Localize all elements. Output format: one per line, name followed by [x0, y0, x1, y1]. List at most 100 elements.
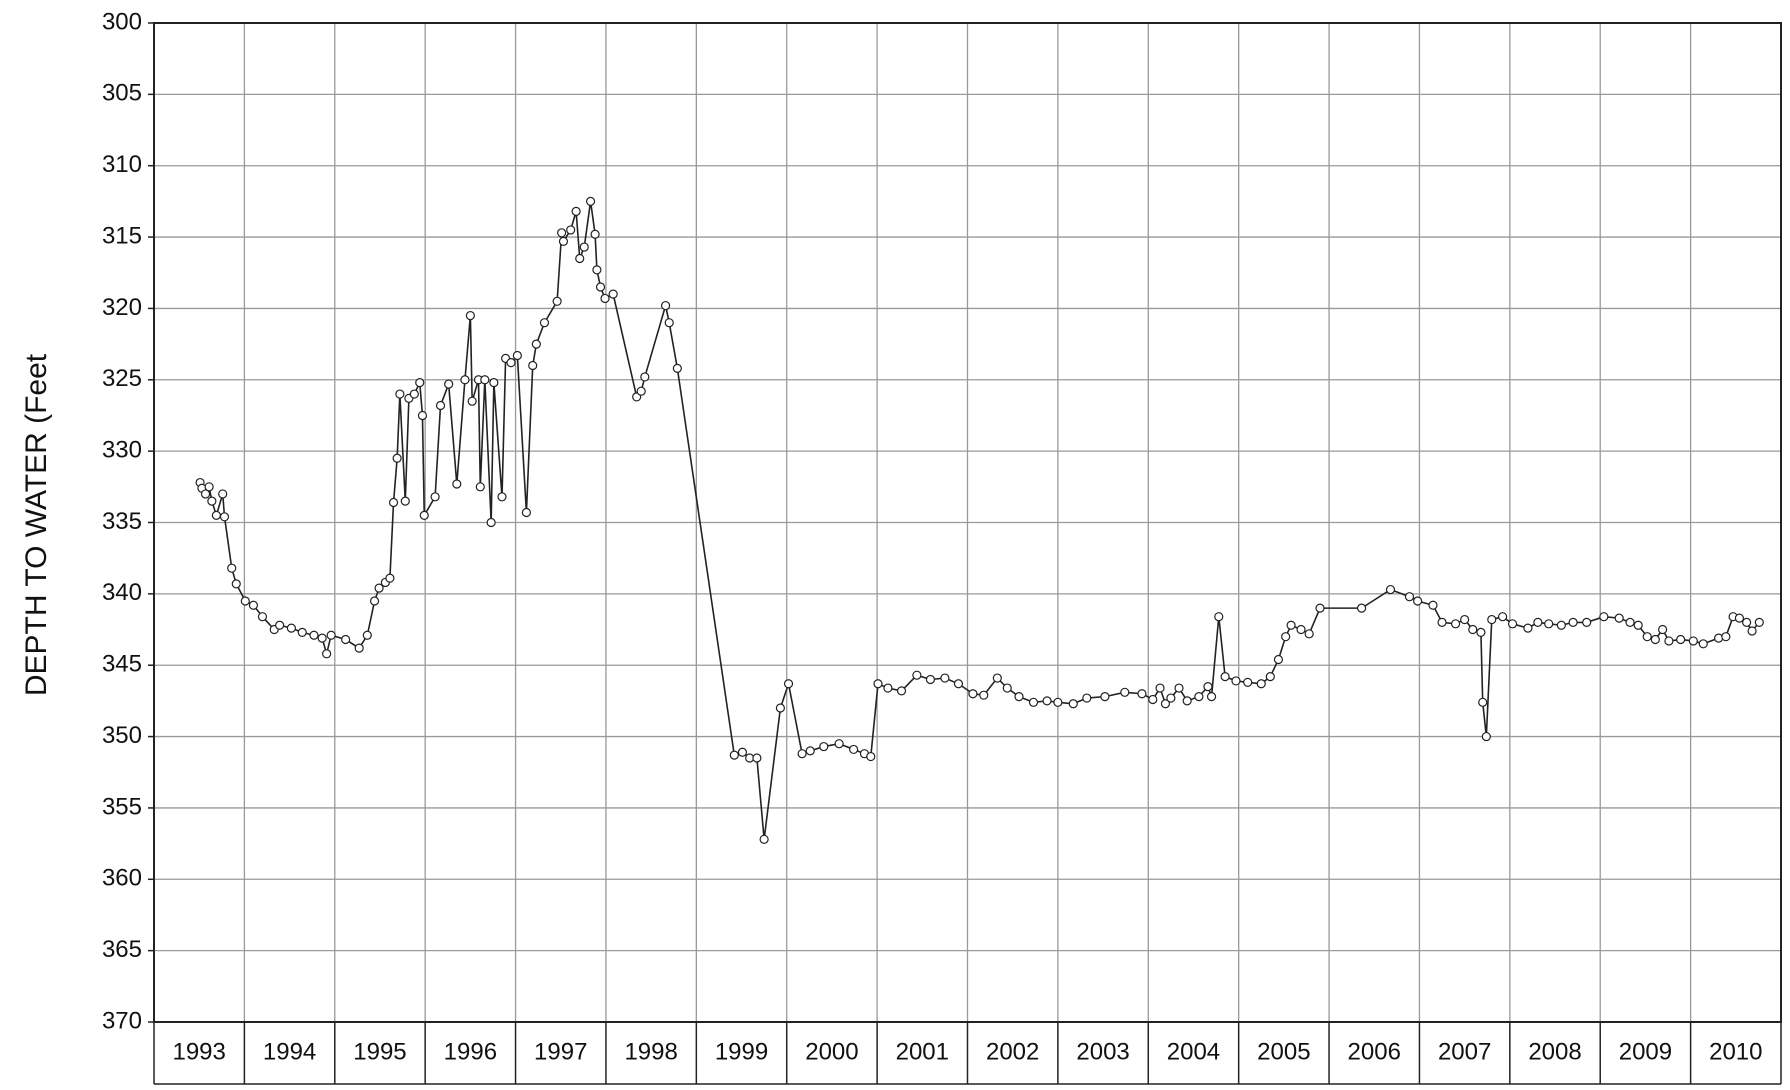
- data-point: [925, 674, 936, 685]
- x-tick-label: 2007: [1438, 1038, 1491, 1065]
- data-point: [231, 579, 241, 589]
- x-tick-label: 2000: [805, 1038, 858, 1065]
- data-point: [968, 689, 978, 699]
- data-point: [1642, 632, 1652, 642]
- data-point: [953, 679, 964, 689]
- data-point: [600, 293, 610, 304]
- data-point: [354, 643, 364, 653]
- data-point: [506, 358, 516, 368]
- data-point: [512, 350, 522, 361]
- data-point: [1676, 634, 1686, 645]
- data-point: [912, 670, 922, 680]
- data-point: [1544, 619, 1554, 629]
- data-point: [1214, 612, 1224, 622]
- data-point: [1100, 692, 1110, 702]
- data-point: [571, 206, 581, 216]
- data-point: [486, 517, 496, 528]
- y-tick-label: 325: [102, 365, 142, 392]
- data-point: [388, 497, 399, 508]
- data-point: [1523, 623, 1533, 633]
- x-tick-label: 2001: [896, 1038, 949, 1065]
- data-point: [286, 623, 296, 633]
- data-point: [475, 482, 485, 492]
- y-tick-label: 305: [102, 80, 142, 107]
- data-point: [1014, 692, 1024, 702]
- data-point: [497, 492, 507, 502]
- x-tick-label: 1998: [624, 1038, 677, 1065]
- y-tick-label: 345: [102, 651, 142, 678]
- data-point: [1068, 699, 1078, 709]
- data-point: [1220, 672, 1230, 682]
- data-point: [558, 236, 569, 246]
- data-point: [531, 339, 541, 349]
- data-point: [1734, 613, 1745, 623]
- y-tick-label: 370: [102, 1007, 142, 1034]
- data-point: [362, 630, 372, 640]
- data-point: [672, 363, 682, 373]
- data-point: [297, 627, 307, 637]
- data-point: [1478, 697, 1488, 707]
- data-point: [1356, 603, 1367, 613]
- data-point: [200, 489, 211, 499]
- x-tick-label: 2003: [1076, 1038, 1129, 1065]
- y-tick-label: 360: [102, 865, 142, 892]
- data-point: [1194, 692, 1204, 702]
- data-point: [322, 649, 332, 659]
- data-point: [783, 679, 794, 689]
- data-point: [1460, 614, 1470, 625]
- data-point: [661, 300, 671, 311]
- data-point: [1273, 654, 1284, 665]
- data-point: [467, 396, 477, 406]
- data-point: [465, 310, 475, 321]
- data-point: [592, 265, 602, 275]
- data-point: [275, 620, 285, 630]
- data-point: [218, 489, 228, 499]
- data-point: [608, 289, 618, 299]
- data-point: [1599, 612, 1609, 622]
- data-point: [240, 596, 250, 606]
- data-point: [400, 496, 410, 506]
- y-axis-label: DEPTH TO WATER (Feet: [20, 353, 53, 696]
- data-point: [729, 750, 739, 760]
- data-point: [409, 389, 419, 399]
- data-point: [940, 673, 950, 683]
- data-point: [1498, 612, 1508, 622]
- data-point: [211, 510, 221, 520]
- data-point: [759, 834, 769, 844]
- data-point: [452, 479, 462, 489]
- data-point: [374, 583, 384, 593]
- data-point: [1404, 592, 1415, 602]
- data-point: [1437, 617, 1447, 628]
- x-tick-label: 2008: [1528, 1038, 1581, 1065]
- y-tick-label: 310: [102, 151, 142, 178]
- data-point: [1028, 697, 1039, 707]
- data-point: [1481, 731, 1491, 742]
- data-point: [1507, 619, 1518, 629]
- data-point: [866, 751, 876, 762]
- data-point: [585, 196, 596, 206]
- data-point: [1742, 617, 1752, 628]
- x-tick-label: 2004: [1167, 1038, 1220, 1065]
- data-point: [248, 600, 259, 610]
- x-tick-label: 2006: [1348, 1038, 1401, 1065]
- data-point: [1315, 603, 1325, 613]
- x-tick-label: 1996: [444, 1038, 497, 1065]
- data-point: [640, 372, 650, 382]
- data-point: [1174, 683, 1184, 693]
- data-point: [1304, 629, 1314, 639]
- x-tick-label: 2009: [1619, 1038, 1672, 1065]
- data-point: [737, 747, 748, 757]
- data-point: [219, 512, 230, 522]
- x-tick-label: 1994: [263, 1038, 316, 1065]
- data-point: [385, 573, 395, 583]
- data-point: [590, 229, 600, 239]
- data-point: [1450, 619, 1461, 629]
- data-point: [896, 686, 907, 696]
- data-point: [395, 389, 405, 399]
- data-point: [528, 360, 538, 371]
- data-point: [435, 400, 446, 411]
- data-point: [1182, 696, 1192, 706]
- data-point: [1042, 696, 1052, 706]
- x-tick-label: 2005: [1257, 1038, 1310, 1065]
